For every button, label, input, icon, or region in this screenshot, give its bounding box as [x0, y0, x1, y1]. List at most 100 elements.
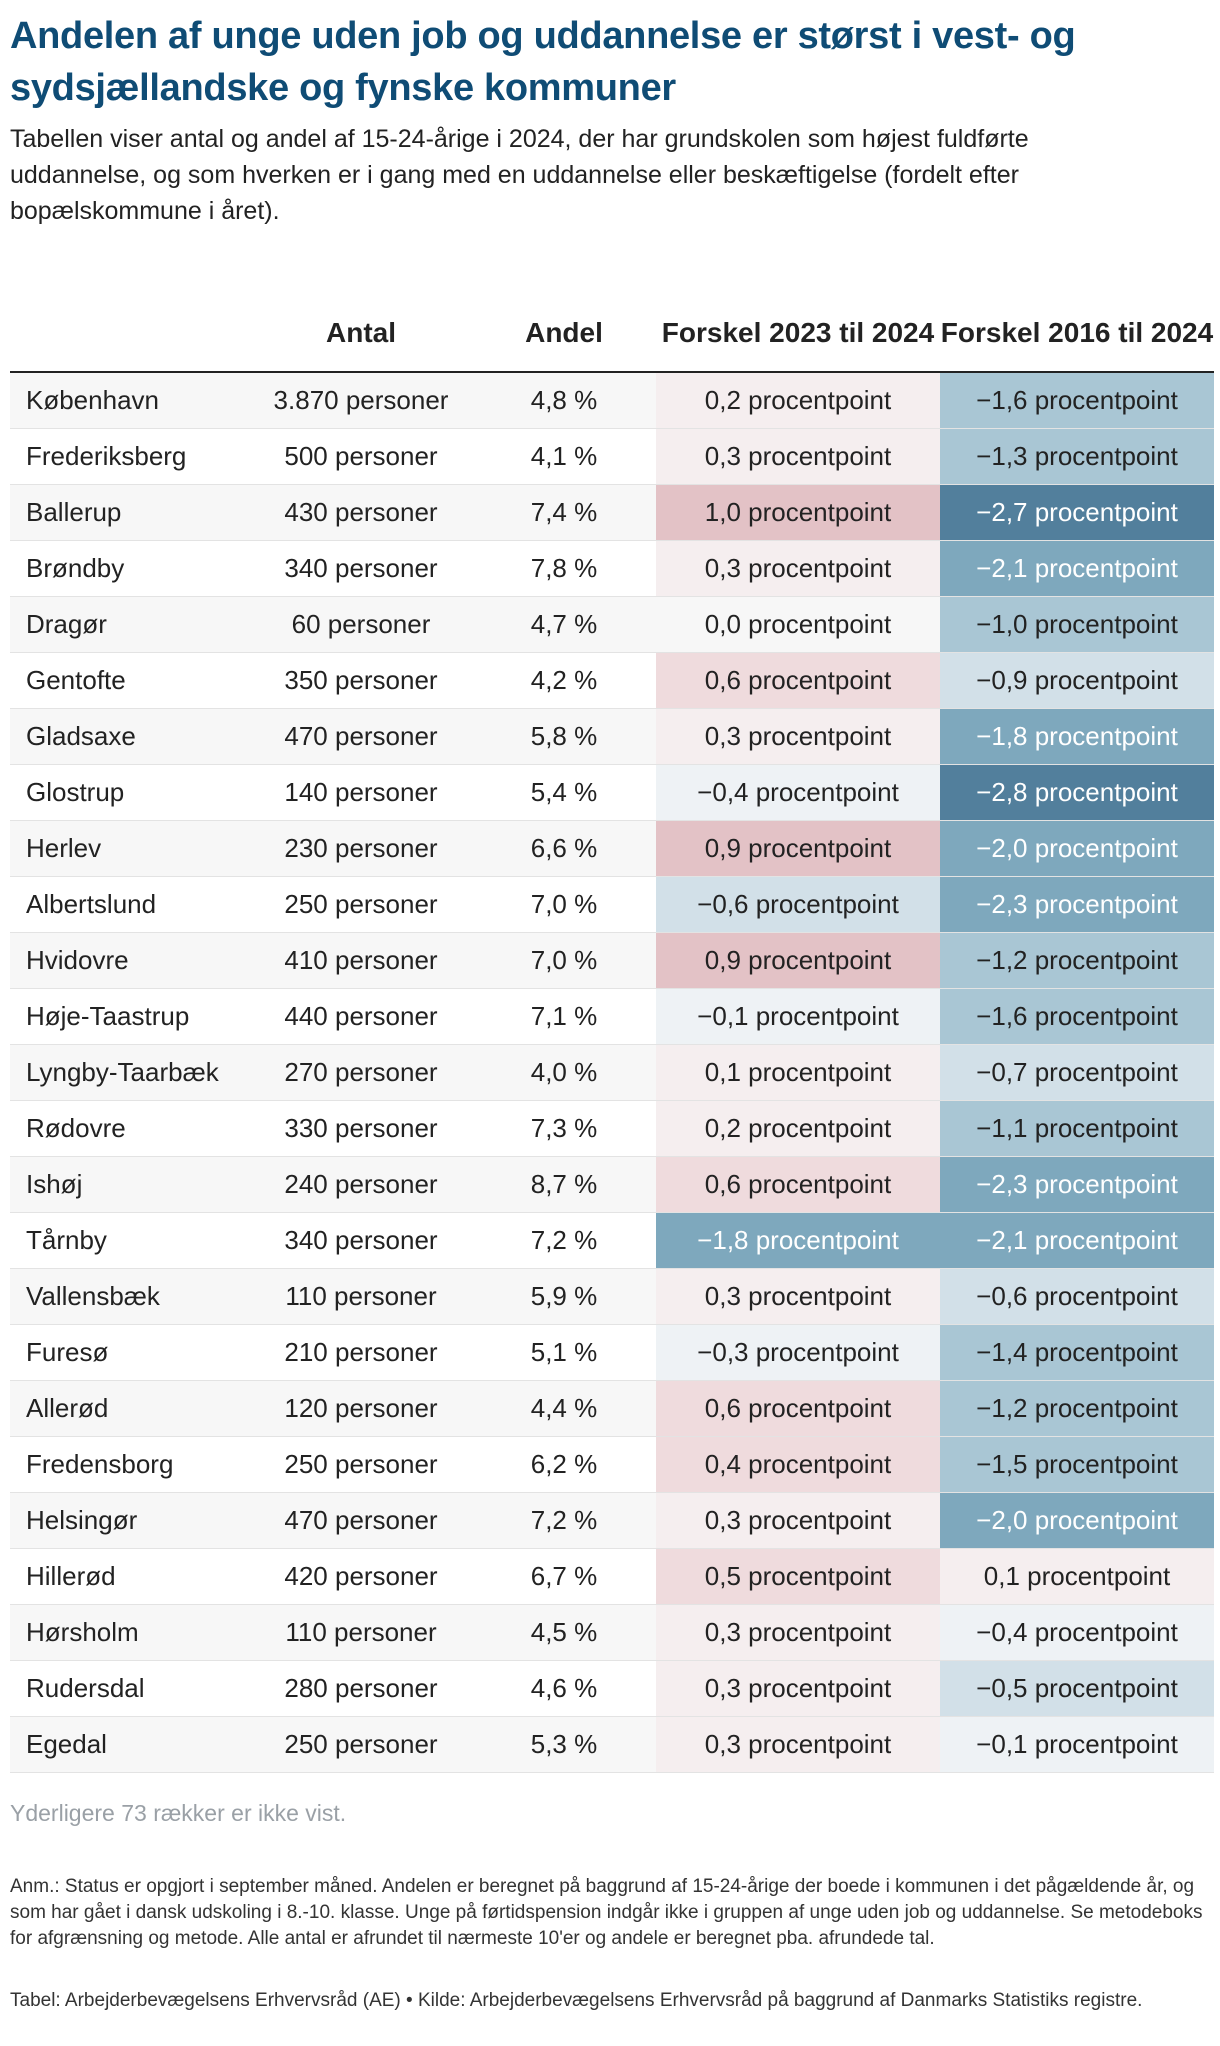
cell-antal: 250 personer — [250, 1436, 472, 1493]
cell-forskel-2023: 0,9 procentpoint — [656, 820, 940, 877]
cell-andel: 7,4 % — [472, 484, 656, 541]
cell-kommune: Albertslund — [10, 876, 250, 933]
cell-kommune: Høje-Taastrup — [10, 988, 250, 1045]
cell-forskel-2023: 0,6 procentpoint — [656, 652, 940, 709]
cell-antal: 430 personer — [250, 484, 472, 541]
cell-forskel-2016: −0,6 procentpoint — [940, 1268, 1214, 1325]
cell-forskel-2016: −0,5 procentpoint — [940, 1660, 1214, 1717]
cell-forskel-2016: −1,2 procentpoint — [940, 1380, 1214, 1437]
table-row: Helsingør 470 personer 7,2 % 0,3 procentpoi… — [10, 1492, 1214, 1549]
cell-andel: 7,0 % — [472, 876, 656, 933]
cell-forskel-2016: −2,0 procentpoint — [940, 820, 1214, 877]
cell-forskel-2016: −1,6 procentpoint — [940, 372, 1214, 429]
column-header-forskel-2016: Forskel 2016 til 2024 — [940, 272, 1214, 373]
cell-forskel-2016: −1,3 procentpoint — [940, 428, 1214, 485]
cell-andel: 5,9 % — [472, 1268, 656, 1325]
cell-andel: 4,2 % — [472, 652, 656, 709]
cell-forskel-2016: −2,7 procentpoint — [940, 484, 1214, 541]
cell-forskel-2016: −2,0 procentpoint — [940, 1492, 1214, 1549]
cell-forskel-2023: 1,0 procentpoint — [656, 484, 940, 541]
cell-andel: 6,6 % — [472, 820, 656, 877]
cell-antal: 280 personer — [250, 1660, 472, 1717]
cell-antal: 230 personer — [250, 820, 472, 877]
header-row: Antal Andel Forskel 2023 til 2024 Forske… — [10, 272, 1214, 373]
cell-forskel-2016: −0,7 procentpoint — [940, 1044, 1214, 1101]
table-row: Hillerød 420 personer 6,7 % 0,5 procentpoin… — [10, 1548, 1214, 1605]
cell-forskel-2023: 0,9 procentpoint — [656, 932, 940, 989]
cell-antal: 470 personer — [250, 708, 472, 765]
cell-andel: 6,7 % — [472, 1548, 656, 1605]
table-row: Rødovre 330 personer 7,3 % 0,2 procentpoint… — [10, 1100, 1214, 1157]
cell-forskel-2016: −2,8 procentpoint — [940, 764, 1214, 821]
cell-forskel-2016: −0,9 procentpoint — [940, 652, 1214, 709]
table-row: Albertslund 250 personer 7,0 % −0,6 procent… — [10, 876, 1214, 933]
cell-andel: 6,2 % — [472, 1436, 656, 1493]
cell-forskel-2016: −1,0 procentpoint — [940, 596, 1214, 653]
cell-forskel-2016: −1,5 procentpoint — [940, 1436, 1214, 1493]
cell-kommune: Brøndby — [10, 540, 250, 597]
cell-kommune: Hørsholm — [10, 1604, 250, 1661]
cell-forskel-2016: −1,2 procentpoint — [940, 932, 1214, 989]
cell-kommune: Hvidovre — [10, 932, 250, 989]
cell-forskel-2023: 0,2 procentpoint — [656, 372, 940, 429]
cell-kommune: Furesø — [10, 1324, 250, 1381]
table-row: Ballerup 430 personer 7,4 % 1,0 procentpoin… — [10, 484, 1214, 541]
cell-antal: 270 personer — [250, 1044, 472, 1101]
cell-andel: 4,4 % — [472, 1380, 656, 1437]
cell-forskel-2023: −0,6 procentpoint — [656, 876, 940, 933]
cell-kommune: Tårnby — [10, 1212, 250, 1269]
cell-forskel-2016: −2,3 procentpoint — [940, 876, 1214, 933]
cell-antal: 330 personer — [250, 1100, 472, 1157]
footnote: Anm.: Status er opgjort i september måne… — [10, 1876, 1203, 1949]
cell-antal: 420 personer — [250, 1548, 472, 1605]
cell-forskel-2016: −0,4 procentpoint — [940, 1604, 1214, 1661]
cell-antal: 3.870 personer — [250, 372, 472, 429]
table-row: Allerød 120 personer 4,4 % 0,6 procentpoint… — [10, 1380, 1214, 1437]
cell-kommune: Gentofte — [10, 652, 250, 709]
cell-forskel-2023: 0,2 procentpoint — [656, 1100, 940, 1157]
cell-andel: 7,1 % — [472, 988, 656, 1045]
cell-kommune: Frederiksberg — [10, 428, 250, 485]
cell-forskel-2023: −0,4 procentpoint — [656, 764, 940, 821]
table-row: Gentofte 350 personer 4,2 % 0,6 procentpoin… — [10, 652, 1214, 709]
cell-andel: 5,4 % — [472, 764, 656, 821]
cell-antal: 110 personer — [250, 1268, 472, 1325]
cell-kommune: Egedal — [10, 1716, 250, 1773]
cell-forskel-2023: 0,3 procentpoint — [656, 1492, 940, 1549]
column-header-andel: Andel — [472, 272, 656, 373]
cell-kommune: Ballerup — [10, 484, 250, 541]
cell-kommune: Fredensborg — [10, 1436, 250, 1493]
cell-forskel-2023: 0,4 procentpoint — [656, 1436, 940, 1493]
cell-kommune: Herlev — [10, 820, 250, 877]
table-row: Lyngby-Taarbæk 270 personer 4,0 % 0,1 proce… — [10, 1044, 1214, 1101]
cell-forskel-2016: −1,1 procentpoint — [940, 1100, 1214, 1157]
cell-forskel-2023: 0,3 procentpoint — [656, 708, 940, 765]
cell-andel: 4,5 % — [472, 1604, 656, 1661]
cell-kommune: Dragør — [10, 596, 250, 653]
cell-forskel-2016: −2,3 procentpoint — [940, 1156, 1214, 1213]
table-row: Tårnby 340 personer 7,2 % −1,8 procentpoint… — [10, 1212, 1214, 1269]
cell-kommune: Lyngby-Taarbæk — [10, 1044, 250, 1101]
cell-kommune: København — [10, 372, 250, 429]
cell-antal: 110 personer — [250, 1604, 472, 1661]
cell-andel: 7,0 % — [472, 932, 656, 989]
column-header-forskel-2023: Forskel 2023 til 2024 — [656, 272, 940, 373]
cell-antal: 210 personer — [250, 1324, 472, 1381]
cell-kommune: Hillerød — [10, 1548, 250, 1605]
table-row: Gladsaxe 470 personer 5,8 % 0,3 procentpoin… — [10, 708, 1214, 765]
page-title: Andelen af unge uden job og uddannelse e… — [10, 15, 1076, 109]
cell-forskel-2016: −0,1 procentpoint — [940, 1716, 1214, 1773]
cell-forskel-2023: 0,3 procentpoint — [656, 428, 940, 485]
cell-antal: 410 personer — [250, 932, 472, 989]
table-row: Høje-Taastrup 440 personer 7,1 % −0,1 proce… — [10, 988, 1214, 1045]
column-header-kommune — [10, 272, 250, 373]
cell-forskel-2016: −2,1 procentpoint — [940, 540, 1214, 597]
cell-forskel-2023: 0,5 procentpoint — [656, 1548, 940, 1605]
table-row: Hvidovre 410 personer 7,0 % 0,9 procentpoin… — [10, 932, 1214, 989]
data-table: Antal Andel Forskel 2023 til 2024 Forske… — [10, 272, 1214, 1773]
source-line: Tabel: Arbejderbevægelsens Erhvervsråd (… — [10, 1990, 1143, 2011]
cell-forskel-2023: 0,3 procentpoint — [656, 1716, 940, 1773]
cell-andel: 5,8 % — [472, 708, 656, 765]
cell-forskel-2023: −0,3 procentpoint — [656, 1324, 940, 1381]
cell-andel: 4,8 % — [472, 372, 656, 429]
